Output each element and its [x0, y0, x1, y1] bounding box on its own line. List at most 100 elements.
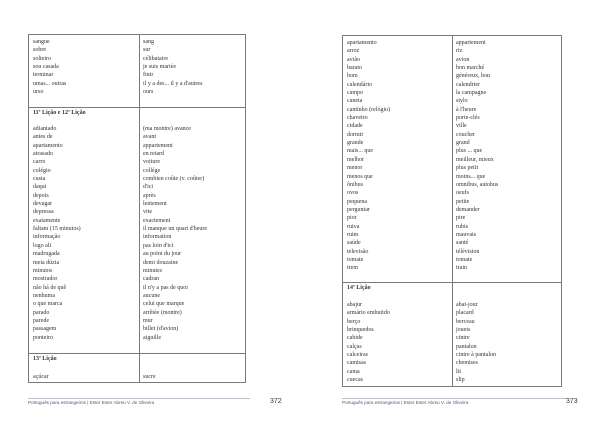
portuguese-term: carro	[33, 159, 46, 166]
section-header: 11ª Lição e 12ª Lição	[33, 110, 86, 116]
french-term: porte-clés	[456, 115, 480, 122]
french-term: appartement	[143, 142, 173, 149]
portuguese-term: sobre	[33, 47, 46, 54]
portuguese-term: o que marca	[33, 301, 63, 308]
french-term: voiture	[143, 159, 160, 166]
french-term: en retard	[143, 151, 165, 158]
portuguese-term: apartamento	[347, 40, 377, 46]
french-term: finir	[143, 72, 154, 79]
portuguese-term: saúde	[347, 240, 361, 247]
portuguese-term: ovos	[347, 190, 359, 197]
portuguese-term: televisão	[347, 248, 369, 255]
portuguese-term: ônibus	[347, 181, 364, 188]
french-term: sur	[143, 47, 151, 54]
french-term: placard	[456, 310, 474, 317]
french-term: combien coûte (v. coûter)	[143, 176, 205, 183]
french-column: sang sur célibataire je suis mariée finir il …	[143, 38, 202, 96]
french-term: mur	[143, 317, 153, 324]
portuguese-term: informação	[33, 234, 61, 241]
portuguese-term: armário embutido	[347, 310, 390, 317]
french-term: je suis mariée	[143, 64, 176, 71]
portuguese-term: colégio	[33, 167, 51, 174]
footer-rule	[28, 398, 250, 399]
portuguese-term: cama	[347, 368, 360, 375]
french-term: avant	[143, 134, 156, 141]
portuguese-term: antes de	[33, 134, 53, 141]
portuguese-term: atrasado	[33, 151, 53, 158]
section-divider	[29, 107, 245, 108]
portuguese-term: ponteiro	[33, 334, 53, 341]
french-term: avion	[456, 56, 470, 63]
portuguese-term: terminar	[33, 72, 54, 79]
french-term: télévision	[456, 248, 480, 255]
portuguese-term: parede	[33, 317, 49, 324]
french-term: omnibus, autobus	[456, 181, 499, 188]
portuguese-term: solteiro	[33, 55, 51, 62]
portuguese-term: meia dúzia	[33, 259, 60, 266]
portuguese-term: ruim	[347, 231, 359, 238]
french-term: pire	[456, 215, 466, 222]
portuguese-term: sou casada	[33, 64, 59, 71]
section-header: 13ª Lição	[33, 356, 57, 362]
french-term: d'ici	[143, 184, 154, 191]
french-term: il manque un quart d'heure	[143, 226, 208, 233]
french-term: plus petit	[456, 165, 479, 172]
french-term: il n'y a pas de quoi	[143, 284, 188, 291]
portuguese-term: custa	[33, 176, 46, 183]
portuguese-term: dormir	[347, 131, 364, 138]
french-term: moins... que	[456, 173, 486, 180]
portuguese-term: calças	[347, 343, 362, 350]
vocabulary-table-right: apartamento arroz avião barato bom calendário…	[342, 35, 562, 387]
portuguese-term: pequena	[347, 198, 367, 205]
portuguese-term: camisas	[347, 360, 366, 367]
french-term: riz	[456, 48, 463, 55]
portuguese-term: parado	[33, 309, 50, 316]
french-term: pas loin d'ici	[143, 242, 174, 249]
portuguese-term: grande	[347, 140, 364, 147]
french-term: sucre	[143, 374, 156, 380]
french-term: chemises	[456, 360, 478, 367]
portuguese-term: barato	[347, 65, 362, 72]
french-term: minutes	[143, 267, 162, 274]
portuguese-column: adiantado antes de apartamento atrasado carr…	[33, 125, 81, 342]
portuguese-term: chaveiro	[347, 115, 368, 122]
french-term: (ma montre) avance	[143, 126, 191, 132]
portuguese-term: abajur	[347, 302, 362, 308]
portuguese-term: calceiras	[347, 352, 368, 359]
french-term: mauvais	[456, 231, 476, 238]
french-term: santé	[456, 240, 469, 247]
french-term: tomate	[456, 256, 473, 263]
portuguese-term: cantinho (relógio)	[347, 106, 391, 113]
french-term: ville	[456, 123, 467, 130]
french-term: cadran	[143, 276, 159, 283]
french-term: appartement	[456, 40, 486, 46]
french-term: aiguille	[143, 334, 161, 341]
portuguese-term: minutos	[33, 267, 53, 274]
french-term: demander	[456, 206, 480, 213]
french-term: la campagne	[456, 90, 487, 97]
french-term: plus ... que	[456, 148, 483, 155]
portuguese-term: cidade	[347, 123, 363, 130]
french-term: généreux, bon	[456, 73, 490, 80]
french-term: lit	[456, 368, 462, 375]
portuguese-column: apartamento arroz avião barato bom calendário…	[347, 39, 390, 273]
french-term: slip	[456, 377, 465, 384]
portuguese-term: cabide	[347, 335, 363, 342]
portuguese-term: adiantado	[33, 126, 57, 132]
french-term: cintre à pantalon	[456, 352, 496, 359]
portuguese-term: brinquedos	[347, 327, 374, 334]
french-term: oeufs	[456, 190, 469, 197]
french-column: (ma montre) avance avant appartement en ret…	[143, 125, 207, 342]
footer-text: Português para estrangeiros | Ester Este…	[28, 400, 155, 405]
portuguese-term: sangue	[33, 39, 50, 45]
portuguese-term: apartamento	[33, 142, 63, 149]
french-term: pantalon	[456, 343, 477, 350]
portuguese-term: depressa	[33, 209, 54, 216]
footer-text: Português para estrangeiros | Ester Este…	[342, 400, 469, 405]
portuguese-term: umas... outras	[33, 80, 67, 87]
french-term: arrêtée (montre)	[143, 309, 182, 316]
portuguese-column: açúcar	[33, 373, 49, 381]
portuguese-term: não há de quê	[33, 284, 67, 291]
portuguese-term: melhor	[347, 156, 364, 163]
french-term: exactement	[143, 217, 171, 224]
